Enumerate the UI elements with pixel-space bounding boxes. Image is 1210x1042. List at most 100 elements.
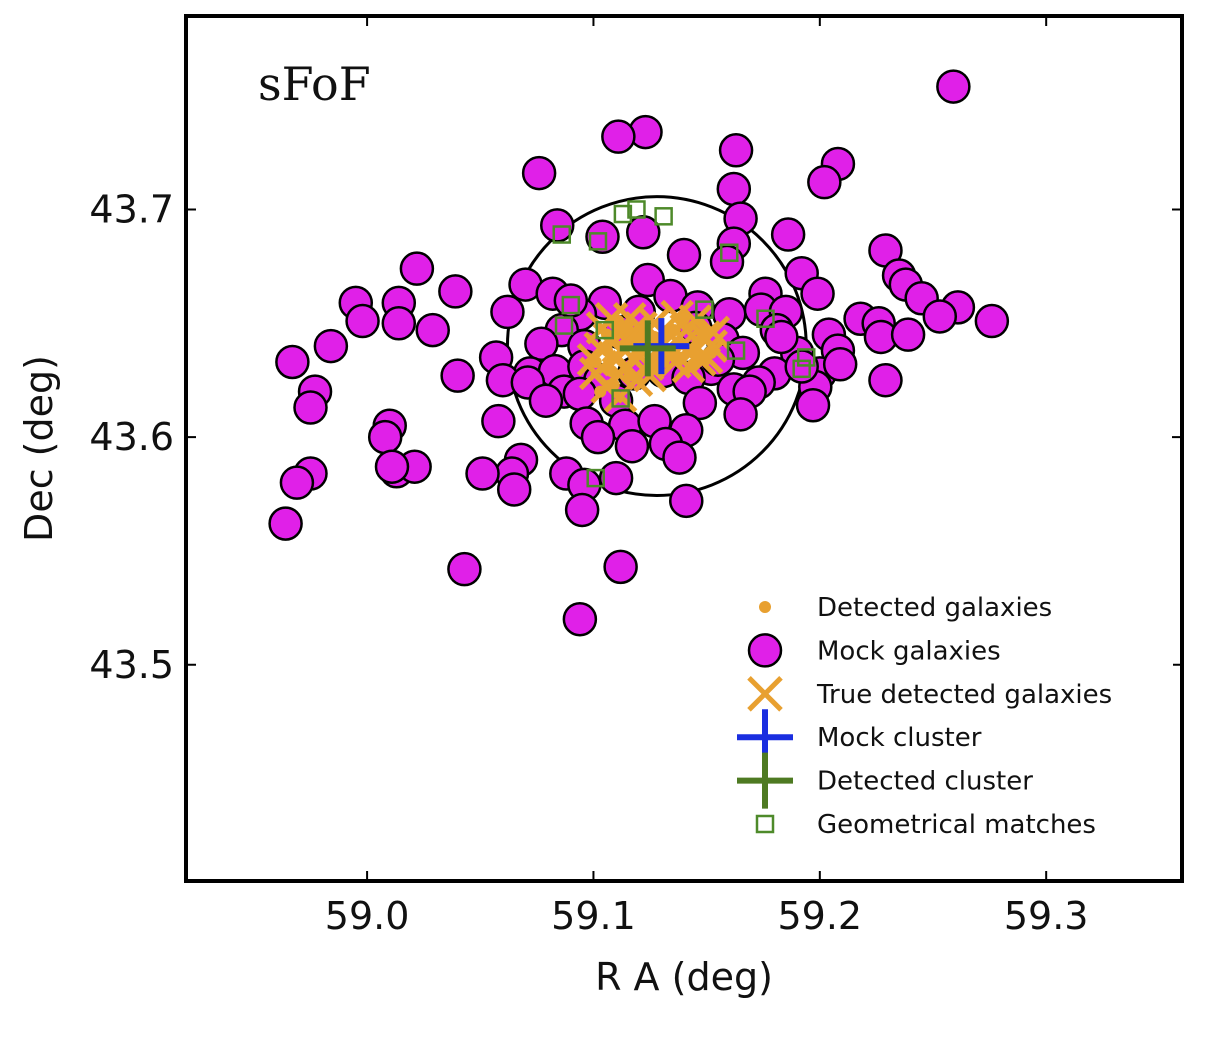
mock-galaxy-point (585, 219, 620, 255)
detected-galaxy-point (612, 315, 625, 328)
legend-swatch-detected-cluster (737, 752, 793, 809)
mock-galaxy-point (496, 472, 532, 507)
detected-galaxy-point (705, 346, 718, 359)
mock-galaxy-point (438, 274, 473, 309)
mock-galaxy-point (669, 483, 704, 519)
detected-galaxy-point (687, 358, 700, 371)
mock-galaxy-point (562, 376, 598, 412)
detected-galaxy-point (623, 369, 636, 382)
detected-galaxy-point (691, 335, 704, 348)
mock-galaxy-point (936, 69, 971, 104)
mock-galaxy-point (564, 492, 600, 528)
mock-galaxy-point (528, 383, 564, 418)
detected-galaxy-point (621, 321, 634, 334)
legend-swatch-detected (759, 601, 771, 613)
geometrical-match-point (588, 232, 608, 251)
y-tick-label: 43.6 (89, 415, 174, 459)
mock-galaxy-point (603, 549, 638, 585)
mock-galaxy-point (890, 317, 926, 352)
legend-item-detected_cluster: Detected cluster (737, 752, 1033, 809)
legend-swatch-matches (755, 814, 775, 834)
x-tick-label: 59.1 (551, 894, 636, 938)
mock-galaxy-point (345, 303, 380, 339)
true-detected-galaxy-point (612, 301, 647, 336)
geometrical-match-point (654, 207, 673, 226)
mock-galaxy-point (490, 294, 525, 330)
mock-galaxy-point (481, 403, 516, 439)
mock-galaxy-point (374, 449, 410, 484)
legend-item-mock_cluster: Mock cluster (737, 709, 982, 766)
detected-galaxy-point (634, 330, 647, 343)
x-tick-label: 59.3 (1004, 894, 1089, 938)
geometrical-match-point (792, 359, 811, 379)
legend-item-detected: Detected galaxies (759, 593, 1052, 623)
detected-galaxy-point (607, 378, 620, 391)
mock-galaxy-point (521, 155, 557, 191)
mock-galaxy-point (666, 237, 702, 273)
mock-galaxy-point (770, 217, 806, 252)
geometrical-match-point (561, 295, 581, 315)
plot-frame (184, 14, 1184, 883)
geometrical-match-point (627, 200, 646, 219)
mock-galaxy-point (614, 428, 650, 464)
panel-label: sFoF (258, 57, 371, 111)
geometrical-match-point (613, 204, 633, 224)
geometrical-match-point (595, 320, 615, 340)
mock-galaxy-point (974, 303, 1010, 339)
legend-label: Mock galaxies (817, 636, 1001, 666)
detected-galaxy-point (589, 356, 602, 368)
mock-galaxy-point (562, 601, 598, 637)
detected-galaxy-point (678, 312, 690, 325)
legend-label: Geometrical matches (817, 810, 1096, 840)
legend-swatch-true-detected (747, 676, 783, 712)
mock-galaxy-point (279, 465, 315, 500)
mock-galaxy-point (275, 344, 310, 380)
legend-label: True detected galaxies (816, 680, 1112, 710)
geometrical-match-point (796, 348, 816, 367)
legend-item-mock: Mock galaxies (747, 633, 1001, 668)
detected-galaxy-point (673, 351, 686, 364)
geometrical-match-point (611, 389, 630, 408)
legend: Detected galaxies Mock galaxies True detec… (733, 580, 1173, 850)
detected-galaxy-point (601, 344, 614, 357)
mock-galaxy-point (580, 419, 616, 455)
mock-galaxy-point (268, 506, 303, 541)
plot-marks (268, 69, 1010, 637)
y-tick-label: 43.5 (89, 643, 174, 687)
mock-galaxy-point (553, 283, 589, 318)
mock-galaxy-point (313, 328, 349, 364)
axis-ticks: 59.0 59.1 59.2 59.3 43.5 43.6 43.7 (89, 16, 1182, 938)
detected-galaxy-point (648, 330, 661, 343)
mock-galaxy-point (716, 171, 752, 207)
geometrical-match-point (695, 300, 714, 319)
legend-item-matches: Geometrical matches (755, 810, 1096, 840)
detected-cluster-marker (619, 320, 676, 377)
x-axis-title: R A (deg) (595, 955, 773, 999)
mock-galaxy-point (723, 397, 758, 432)
mock-galaxy-point (922, 299, 958, 334)
mock-galaxy-point (381, 306, 417, 341)
mock-galaxy-point (662, 440, 697, 475)
mock-galaxy-point (795, 388, 831, 423)
geometrical-match-point (756, 309, 775, 328)
mock-galaxy-point (293, 390, 328, 425)
detected-galaxy-point (605, 365, 618, 378)
geometrical-match-point (726, 341, 746, 360)
legend-label: Detected galaxies (817, 593, 1052, 623)
geometrical-match-point (554, 316, 574, 335)
y-tick-label: 43.7 (89, 187, 174, 231)
legend-label: Detected cluster (817, 767, 1033, 797)
detected-galaxy-point (698, 326, 711, 339)
mock-galaxy-point (822, 347, 858, 382)
mock-galaxy-point (367, 419, 403, 455)
mock-galaxy-point (800, 276, 835, 311)
legend-swatch-mock (747, 633, 783, 668)
legend-background (733, 580, 1173, 850)
mock-galaxy-point (807, 164, 842, 200)
mock-galaxy-point (415, 312, 450, 348)
mock-galaxy-point (601, 119, 636, 154)
legend-label: Mock cluster (817, 723, 982, 753)
y-axis-title: Dec (deg) (17, 355, 61, 542)
x-tick-label: 59.0 (325, 894, 410, 938)
